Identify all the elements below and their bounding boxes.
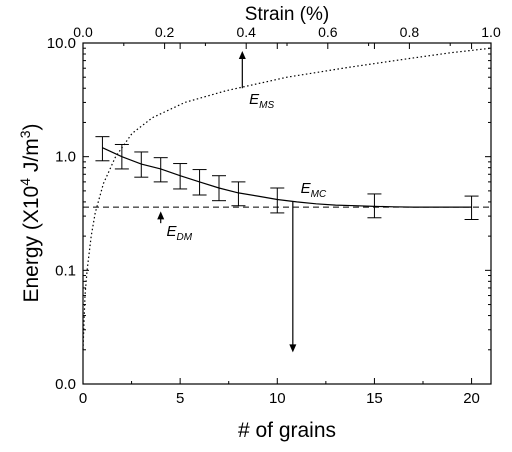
annotation-E-MC: EMC (301, 180, 327, 200)
y-axis-label-exponent-1: 4 (17, 178, 33, 186)
y-tick-label: 10.0 (47, 35, 76, 52)
x-tick-label: 15 (366, 390, 383, 407)
top-tick-label: 0.0 (73, 24, 93, 40)
x-tick-label: 20 (463, 390, 480, 407)
x-axis-label: # of grains (238, 419, 336, 442)
series-layer (82, 47, 492, 350)
arrow-head (157, 211, 165, 220)
x-ticks: 0 5 10 15 20 (79, 43, 480, 407)
annotation-subscript: MS (259, 100, 274, 111)
x-tick-label: 5 (176, 390, 184, 407)
annotation-subscript: MC (311, 189, 327, 200)
arrow-head (289, 344, 297, 353)
y-tick-label: 0.1 (55, 262, 76, 279)
series-line-E-MS (82, 47, 492, 350)
arrow-layer (157, 51, 297, 353)
top-tick-label: 0.6 (318, 24, 338, 40)
annotation-symbol: E (249, 91, 260, 108)
plot-frame (82, 42, 492, 385)
annotation-E-DM: EDM (167, 223, 193, 243)
top-tick-label: 0.2 (155, 24, 175, 40)
y-ticks: 0.0 0.1 1.0 10.0 (47, 35, 491, 393)
series-line-E-MC (102, 147, 472, 208)
top-tick-label: 0.8 (400, 24, 420, 40)
y-axis-label-exponent-2: 3 (17, 130, 33, 138)
arrow-head (238, 51, 246, 60)
annotation-symbol: E (301, 180, 312, 197)
y-tick-label: 1.0 (55, 149, 76, 166)
annotation-subscript: DM (177, 232, 193, 243)
top-axis-label: Strain (%) (245, 4, 329, 25)
x-tick-label: 10 (269, 390, 286, 407)
y-axis-label-part-3: ) (20, 124, 43, 131)
top-tick-label: 0.4 (236, 24, 256, 40)
top-tick-label: 1.0 (481, 24, 501, 40)
x2-ticks: 0.0 0.2 0.4 0.6 0.8 1.0 (73, 24, 501, 49)
y-axis-label: Energy (X104 J/m3) (17, 124, 43, 303)
y-tick-label: 0.0 (55, 376, 76, 393)
annotation-symbol: E (167, 223, 178, 240)
annotation-E-MS: EMS (249, 91, 274, 111)
y-axis-label-part-1: Energy (X10 (20, 186, 43, 303)
x-tick-label: 0 (79, 390, 87, 407)
y-axis-label-part-2: J/m (20, 138, 43, 178)
